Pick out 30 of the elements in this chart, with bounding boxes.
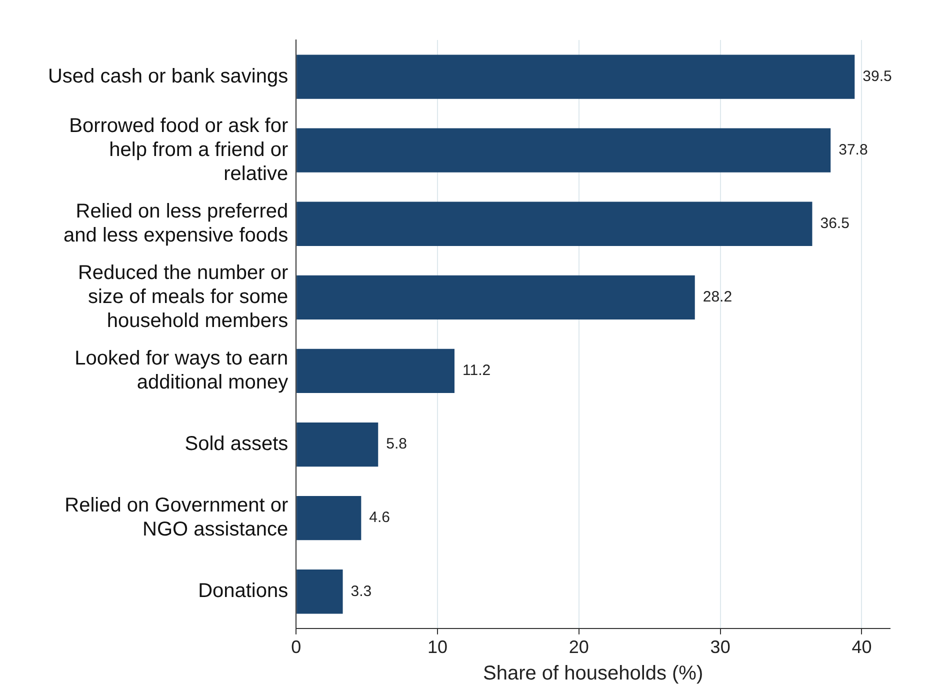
data-label: 11.2	[462, 362, 491, 380]
y-tick-label: Relied on Government or NGO assistance	[64, 494, 288, 541]
bar	[296, 570, 343, 614]
y-tick-label: Relied on less preferred and less expensive foods	[64, 200, 288, 246]
data-label: 5.8	[386, 436, 407, 453]
data-label: 3.3	[350, 582, 372, 600]
x-tick-label: 40	[852, 637, 872, 658]
bar	[296, 496, 362, 540]
bar	[296, 54, 855, 99]
data-label: 37.8	[838, 141, 868, 158]
data-label: 4.6	[369, 509, 390, 526]
y-tick-label: Used cash or bank savings	[48, 65, 288, 88]
y-tick-label: Donations	[198, 580, 288, 602]
y-tick-label: Reduced the number or size of meals for some household members	[78, 262, 288, 332]
x-tick-label: 30	[710, 637, 730, 658]
y-tick-label: Borrowed food or ask for help from a friend or relative	[69, 114, 288, 185]
x-axis-title: Share of households (%)	[482, 662, 704, 685]
bar	[296, 275, 695, 320]
data-label: 36.5	[820, 215, 850, 232]
data-label: 39.5	[862, 68, 892, 85]
bar	[296, 422, 378, 467]
x-tick-label: 10	[428, 637, 448, 658]
bar	[296, 202, 812, 246]
data-label: 28.2	[702, 288, 732, 306]
bar	[296, 348, 454, 394]
x-tick-label: 0	[291, 637, 302, 658]
x-tick-label: 20	[568, 637, 589, 658]
y-tick-label: Sold assets	[184, 433, 288, 456]
y-tick-label: Looked for ways to earn additional money	[74, 347, 288, 394]
bar	[296, 128, 831, 172]
